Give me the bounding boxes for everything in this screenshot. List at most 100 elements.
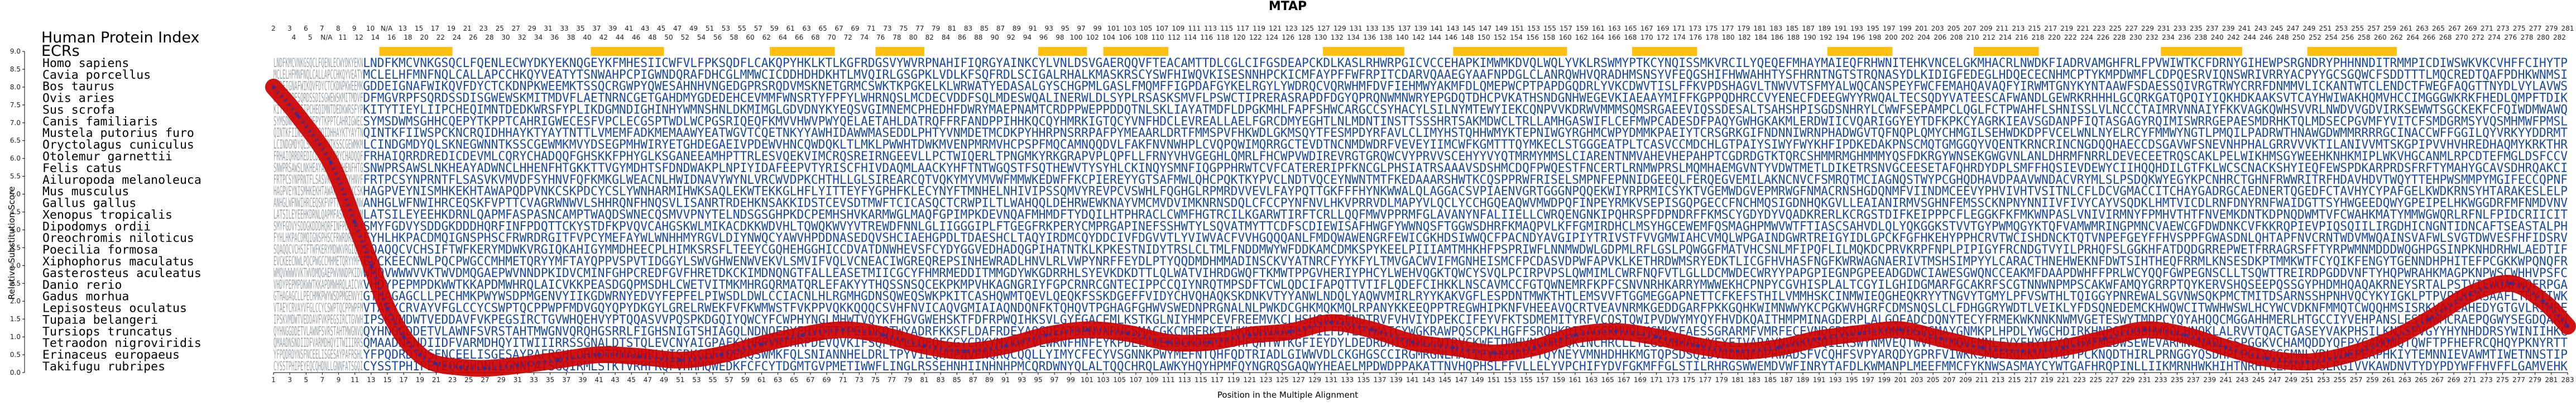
hpi-index-label: 42 [599,34,608,41]
score-point [483,366,487,370]
hpi-index-label: 87 [996,25,1005,32]
x-tick-label: 131 [1325,376,1337,384]
hpi-index-label: 183 [1769,25,1782,32]
x-tick-label: 51 [676,376,684,384]
species-label: Lepisosteus oculatus [42,302,187,316]
hpi-index-label: 47 [673,25,682,32]
hpi-index-label: 65 [818,25,827,32]
x-tick-label: 3 [287,376,292,384]
y-tick-label: 3.0 [10,261,21,269]
hpi-index-label: 212 [1983,34,1995,41]
hpi-index-label: 14 [371,34,380,41]
x-tick-label: 253 [2317,376,2330,384]
hpi-index-label: 206 [1934,34,1946,41]
hpi-index-label: 157 [1560,25,1572,32]
x-tick-label: 191 [1813,376,1826,384]
hpi-index-label: 125 [1301,25,1314,32]
hpi-index-label: 154 [1510,34,1523,41]
hpi-index-label: 251 [2319,25,2332,32]
hpi-index-label: 119 [1253,25,1265,32]
x-tick-label: 47 [644,376,652,384]
x-tick-label: 221 [2057,376,2070,384]
hpi-index-label: 151 [1511,25,1524,32]
x-tick-label: 213 [1992,376,2004,384]
hpi-index-label: 239 [2222,25,2235,32]
x-tick-label: 159 [1552,376,1565,384]
species-label: Dipodomys ordii [42,220,151,234]
x-tick-label: 147 [1455,376,1467,384]
ecr-bar [379,47,453,56]
hpi-index-label: 116 [1200,34,1213,41]
hpi-index-label: 230 [2129,34,2142,41]
x-tick-label: 217 [2025,376,2037,384]
x-tick-label: 211 [1975,376,1988,384]
hpi-index-label: 22 [436,34,445,41]
x-tick-label: 129 [1308,376,1321,384]
species-label: Gadus morhua [42,290,129,304]
hpi-index-label: 93 [1045,25,1053,32]
x-tick-label: 175 [1683,376,1696,384]
hpi-index-label: 86 [958,34,966,41]
ecr-bar [1632,47,1697,56]
hpi-index-label: 184 [1754,34,1767,41]
x-tick-label: 165 [1601,376,1614,384]
x-tick-label: 27 [481,376,489,384]
hpi-index-label: 76 [876,34,885,41]
x-tick-label: 195 [1845,376,1858,384]
score-point [369,264,373,268]
x-tick-label: 183 [1748,376,1760,384]
x-tick-label: 251 [2301,376,2314,384]
hpi-index-label: 4 [292,34,296,41]
score-point [1898,328,1902,332]
score-point [719,353,723,357]
sequence-row: KITYTIEYLIIPCHEQIMNTDEDKWRSFYPLIKDGMNDIG… [363,102,2568,117]
score-point [1939,337,1943,341]
x-tick-label: 121 [1243,376,1256,384]
ecr-bar [1974,47,2039,56]
species-label: Ovis aries [42,92,114,106]
x-tick-label: 23 [448,376,457,384]
ecr-bars [379,47,2397,56]
hpi-index-label: 145 [1462,25,1475,32]
y-tick-label: 0.5 [10,351,21,359]
x-tick-label: 81 [920,376,928,384]
score-point [2387,339,2391,342]
x-tick-label: 103 [1097,376,1110,384]
y-tick-label: 4.0 [10,226,21,234]
hpi-index-label: 80 [909,34,917,41]
hpi-index-label: 280 [2537,34,2550,41]
hpi-index-label: 163 [1608,25,1621,32]
hpi-index-label: 127 [1317,25,1330,32]
sequence-row: GDDEIGNAFWIKQVFDYCTCKDNPKWEEMKTSSQCRGWPY… [363,79,2568,94]
hpi-index-label: 134 [1347,34,1360,41]
hpi-index-label: 238 [2195,34,2208,41]
x-tick-label: 137 [1374,376,1387,384]
hpi-index-label: 104 [1102,34,1115,41]
x-tick-label: 109 [1146,376,1159,384]
x-tick-label: 57 [725,376,733,384]
hpi-index-label: 118 [1216,34,1229,41]
hpi-index-label: 106 [1119,34,1131,41]
hpi-index-label: 204 [1917,34,1930,41]
x-tick-label: 71 [839,376,847,384]
score-point [459,365,463,369]
hpi-index-label: 159 [1576,25,1589,32]
x-tick-label: 233 [2155,376,2167,384]
y-tick-label: 5.0 [10,190,21,198]
x-tick-label: 263 [2398,376,2411,384]
hpi-index-label: 13 [399,25,407,32]
score-point [760,342,764,346]
hpi-index-label: 21 [463,25,472,32]
hpi-index-label: 133 [1366,25,1379,32]
hpi-index-label: 101 [1107,25,1120,32]
hpi-index-label: 38 [567,34,575,41]
hpi-index-label: 190 [1803,34,1816,41]
hpi-index-label: 273 [2497,25,2510,32]
hpi-index-label: 266 [2423,34,2435,41]
hpi-index-label: 270 [2455,34,2468,41]
y-tick-label: 8.0 [10,83,21,91]
x-tick-label: 63 [774,376,782,384]
hpi-index-label: 161 [1592,25,1605,32]
score-point [2061,346,2065,350]
